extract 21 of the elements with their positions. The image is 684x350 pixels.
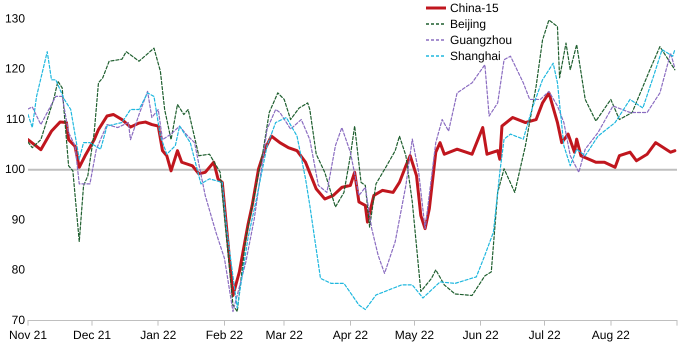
y-tick-label: 100	[4, 162, 26, 176]
y-tick-label: 90	[12, 212, 26, 226]
legend-label: China-15	[450, 0, 499, 16]
x-tick-label: Dec 21	[73, 328, 112, 342]
y-tick-label: 130	[4, 11, 26, 26]
x-tick-label: Jan 22	[140, 328, 177, 342]
y-tick-label: 70	[12, 312, 26, 327]
x-tick-label: Aug 22	[592, 328, 630, 342]
x-tick-label: Jun 22	[462, 328, 499, 342]
legend-label: Guangzhou	[450, 32, 512, 48]
y-tick-label: 110	[6, 112, 26, 126]
legend-label: Beijing	[450, 16, 486, 32]
y-tick-label: 80	[12, 262, 26, 277]
x-tick-label: Apr 22	[332, 328, 368, 342]
x-tick-label: Mar 22	[266, 328, 304, 342]
y-tick-label: 120	[4, 62, 26, 76]
x-tick-label: Nov 21	[9, 328, 48, 342]
x-tick-label: May 22	[394, 328, 434, 342]
legend-label: Shanghai	[450, 48, 501, 64]
x-tick-label: Feb 22	[206, 328, 244, 342]
x-tick-label: Jul 22	[528, 328, 561, 342]
